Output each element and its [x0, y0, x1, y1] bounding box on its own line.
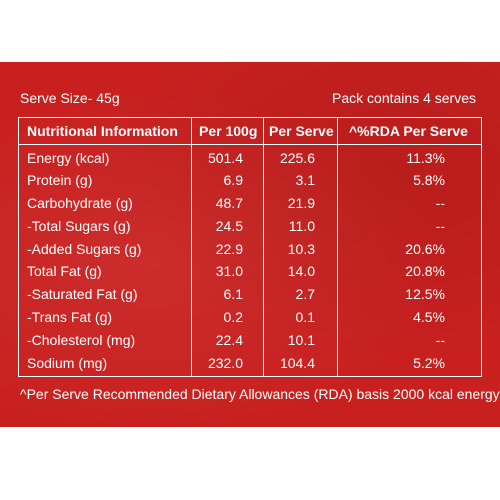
value-per-100g: 6.1 — [223, 286, 243, 302]
value-per-100g: 22.9 — [215, 241, 243, 257]
header-per-serve: Per Serve — [269, 123, 334, 139]
header-nutritional-information: Nutritional Information — [27, 123, 178, 139]
value-per-100g: 232.0 — [207, 355, 243, 371]
nutrition-panel — [0, 62, 500, 427]
value-per-100g: 31.0 — [215, 263, 243, 279]
nutrient-name: Carbohydrate (g) — [27, 195, 133, 211]
value-rda: -- — [435, 195, 445, 211]
header-divider — [19, 144, 481, 145]
value-per-100g: 22.4 — [215, 332, 243, 348]
nutrient-name: Sodium (mg) — [27, 355, 108, 371]
value-rda: 4.5% — [413, 309, 445, 325]
value-per-serve: 2.7 — [295, 286, 315, 302]
nutrition-table: Nutritional Information Per 100g Per Ser… — [18, 117, 482, 377]
value-per-100g: 501.4 — [207, 150, 243, 166]
value-per-serve: 14.0 — [287, 263, 315, 279]
value-per-serve: 0.1 — [295, 309, 315, 325]
nutrient-name: Energy (kcal) — [27, 150, 110, 166]
value-per-serve: 11.0 — [288, 218, 315, 234]
value-per-100g: 24.5 — [215, 218, 243, 234]
value-per-serve: 104.4 — [279, 355, 315, 371]
nutrient-name: -Saturated Fat (g) — [27, 286, 138, 302]
value-per-serve: 21.9 — [287, 195, 315, 211]
header-per-100g: Per 100g — [199, 123, 258, 139]
serving-info-row: Serve Size- 45g Pack contains 4 serves — [0, 88, 500, 108]
nutrient-name: Protein (g) — [27, 172, 93, 188]
value-per-100g: 6.9 — [223, 172, 243, 188]
value-per-serve: 10.3 — [287, 241, 315, 257]
value-rda: 20.8% — [405, 263, 445, 279]
value-rda: 12.5% — [405, 286, 445, 302]
pack-contains: Pack contains 4 serves — [332, 90, 476, 106]
nutrient-name: -Added Sugars (g) — [27, 241, 142, 257]
column-divider — [191, 118, 192, 376]
nutrient-name: -Trans Fat (g) — [27, 309, 113, 325]
nutrient-name: Total Fat (g) — [27, 263, 102, 279]
value-rda: 20.6% — [405, 241, 445, 257]
value-rda: 5.8% — [413, 172, 445, 188]
rda-footnote: ^Per Serve Recommended Dietary Allowance… — [20, 386, 500, 402]
column-divider — [263, 118, 264, 376]
serve-size: Serve Size- 45g — [20, 90, 120, 106]
value-per-serve: 225.6 — [279, 150, 315, 166]
value-rda: -- — [435, 332, 445, 348]
value-per-serve: 3.1 — [295, 172, 315, 188]
value-per-serve: 10.1 — [287, 332, 315, 348]
header-rda-per-serve: ^%RDA Per Serve — [349, 123, 468, 139]
value-rda: -- — [435, 218, 445, 234]
nutrient-name: -Total Sugars (g) — [27, 218, 131, 234]
value-per-100g: 48.7 — [215, 195, 243, 211]
column-divider — [337, 118, 338, 376]
value-per-100g: 0.2 — [223, 309, 243, 325]
value-rda: 5.2% — [413, 355, 445, 371]
nutrient-name: -Cholesterol (mg) — [27, 332, 136, 348]
value-rda: 11.3% — [406, 150, 445, 166]
